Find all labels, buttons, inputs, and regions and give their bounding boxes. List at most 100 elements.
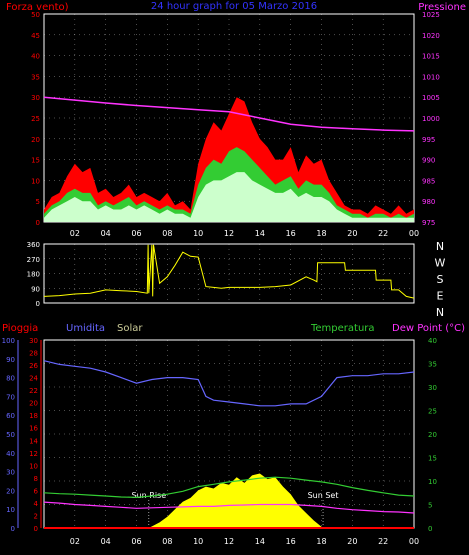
y-right-tick-label: 1000: [422, 115, 440, 123]
humidity-tick-label: 70: [6, 393, 15, 401]
x-tick-label: 20: [347, 537, 357, 546]
y-left-tick-label: 20: [31, 136, 40, 144]
x-tick-label: 18: [316, 537, 326, 546]
y-right-tick-label: 5: [428, 502, 432, 510]
compass-label: S: [437, 273, 444, 286]
x-tick-label: 06: [131, 229, 141, 238]
x-tick-label: 00: [409, 229, 419, 238]
y-right-tick-label: 1010: [422, 73, 440, 81]
y-right-tick-label: 975: [422, 219, 435, 227]
rain-tick-label: 14: [29, 437, 38, 445]
sun-set-label: Sun Set: [308, 491, 339, 500]
humidity-tick-label: 80: [6, 375, 15, 383]
chart-title: 24 hour graph for 05 Marzo 2016: [151, 1, 317, 12]
rain-tick-label: 30: [29, 337, 38, 345]
series-pressure: [43, 96, 415, 132]
x-tick-label: 04: [101, 229, 111, 238]
humidity-tick-label: 30: [6, 469, 15, 477]
x-tick-label: 16: [286, 537, 296, 546]
x-tick-label: 16: [286, 229, 296, 238]
y-left-tick-label: 35: [31, 73, 40, 81]
rain-tick-label: 24: [29, 375, 38, 383]
y-tick-label: 180: [27, 271, 40, 279]
humidity-tick-label: 40: [6, 450, 15, 458]
rain-tick-label: 18: [29, 412, 38, 420]
series-temperature: [43, 476, 415, 499]
y-right-tick-label: 1015: [422, 53, 440, 61]
y-left-tick-label: 25: [31, 115, 40, 123]
x-tick-label: 10: [193, 537, 203, 546]
rain-tick-label: 28: [29, 350, 38, 358]
x-tick-label: 04: [101, 537, 111, 546]
humidity-tick-label: 0: [11, 525, 15, 533]
humidity-tick-label: 50: [6, 431, 15, 439]
legend-label: Pioggia: [2, 323, 38, 334]
y-left-tick-label: 30: [31, 94, 40, 102]
climate-panel: 0510152025303540010203040506070809010002…: [2, 323, 465, 546]
y-right-tick-label: 40: [428, 337, 437, 345]
sun-rise-label: Sun Rise: [132, 491, 167, 500]
y-right-tick-label: 25: [428, 408, 437, 416]
rain-tick-label: 4: [34, 500, 39, 508]
wind-pressure-panel: 0510152025303540455097598098599099510001…: [6, 1, 466, 238]
y-left-tick-label: 0: [36, 219, 40, 227]
humidity-tick-label: 100: [2, 337, 15, 345]
y-right-tick-label: 15: [428, 455, 437, 463]
rain-tick-label: 26: [29, 362, 38, 370]
y-tick-label: 90: [31, 285, 40, 293]
x-tick-label: 06: [131, 537, 141, 546]
y-right-tick-label: 980: [422, 198, 435, 206]
x-tick-label: 02: [70, 537, 80, 546]
series-direction: [43, 244, 415, 299]
y-right-tick-label: 10: [428, 478, 437, 486]
compass-label: N: [436, 306, 444, 319]
x-tick-label: 12: [224, 537, 234, 546]
y-right-tick-label: 995: [422, 136, 435, 144]
y-left-tick-label: 45: [31, 32, 40, 40]
rain-tick-label: 6: [34, 487, 39, 495]
x-tick-label: 08: [162, 537, 172, 546]
rain-tick-label: 0: [34, 525, 38, 533]
x-tick-label: 14: [255, 537, 265, 546]
y-left-tick-label: 5: [36, 198, 40, 206]
x-tick-label: 02: [70, 229, 80, 238]
y-right-tick-label: 1025: [422, 11, 440, 19]
series-wind: [44, 172, 414, 222]
compass-label: E: [437, 290, 444, 303]
rain-tick-label: 16: [29, 425, 38, 433]
rain-tick-label: 12: [29, 450, 38, 458]
series-humidity: [43, 360, 415, 407]
y-left-tick-label: 15: [31, 157, 40, 165]
x-tick-label: 22: [378, 229, 388, 238]
series-dewpoint: [43, 501, 415, 514]
compass-label: W: [435, 257, 446, 270]
right-axis-label: Pressione: [418, 2, 466, 13]
y-left-tick-label: 10: [31, 177, 40, 185]
x-tick-label: 18: [316, 229, 326, 238]
x-tick-label: 08: [162, 229, 172, 238]
series-solar: [148, 473, 323, 528]
y-right-tick-label: 1020: [422, 32, 440, 40]
y-right-tick-label: 1005: [422, 94, 440, 102]
y-tick-label: 270: [27, 256, 40, 264]
rain-tick-label: 8: [34, 475, 38, 483]
legend-label: Temperatura: [310, 323, 375, 334]
left-axis-label: Forza vento): [6, 2, 69, 13]
y-right-tick-label: 35: [428, 361, 437, 369]
x-tick-label: 00: [409, 537, 419, 546]
legend-label: Umidita: [66, 323, 105, 334]
rain-tick-label: 2: [34, 512, 38, 520]
x-tick-label: 20: [347, 229, 357, 238]
y-tick-label: 0: [36, 300, 40, 308]
x-tick-label: 22: [378, 537, 388, 546]
rain-tick-label: 22: [29, 387, 38, 395]
y-right-tick-label: 20: [428, 431, 437, 439]
y-left-tick-label: 40: [31, 53, 40, 61]
legend-label: Dew Point (°C): [392, 323, 465, 334]
x-tick-label: 10: [193, 229, 203, 238]
legend-label: Solar: [117, 323, 143, 334]
y-tick-label: 360: [27, 241, 40, 249]
rain-tick-label: 20: [29, 400, 38, 408]
